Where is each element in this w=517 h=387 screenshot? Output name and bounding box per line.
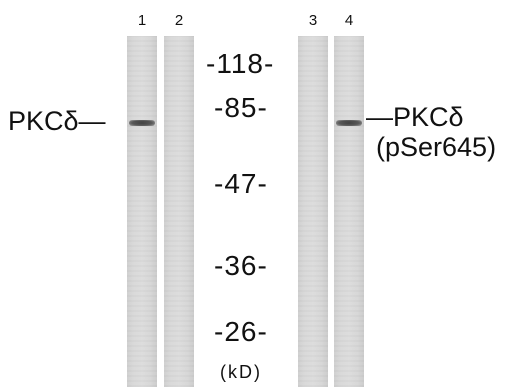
marker-85: -85- (214, 92, 268, 123)
protein-band-lane-4 (336, 120, 362, 126)
right-protein-sublabel: (pSer645) (376, 132, 497, 162)
marker-118: -118- (206, 48, 275, 79)
blot-lane-3 (298, 36, 328, 387)
blot-lane-1 (127, 36, 157, 387)
marker-36: -36- (214, 250, 268, 281)
lane-number-2: 2 (174, 12, 184, 29)
right-protein-label: —PKCδ (366, 102, 464, 132)
lane-number-4: 4 (344, 12, 354, 29)
protein-band-lane-1 (129, 120, 155, 126)
unit-label: (kD) (220, 362, 262, 382)
lane-number-1: 1 (137, 12, 147, 29)
left-protein-label: PKCδ— (8, 106, 106, 136)
lane-number-3: 3 (308, 12, 318, 29)
marker-47: -47- (214, 168, 268, 199)
blot-lane-4 (334, 36, 364, 387)
marker-26: -26- (214, 316, 268, 347)
blot-lane-2 (164, 36, 194, 387)
